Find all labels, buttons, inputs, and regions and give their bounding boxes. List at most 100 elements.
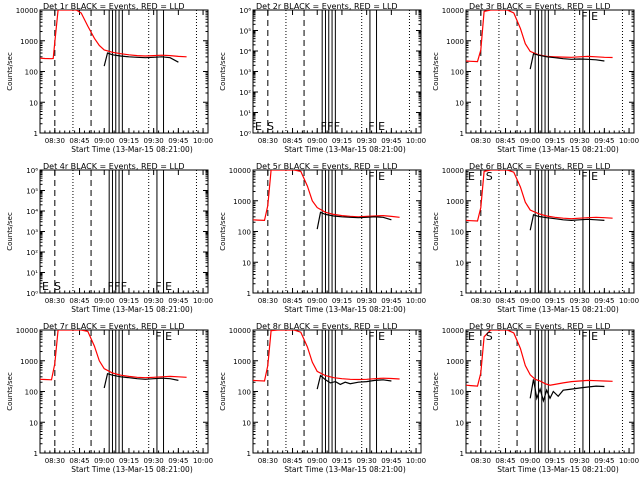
event-flag-label: E xyxy=(378,120,385,133)
y-axis-label: Counts/sec xyxy=(432,52,440,91)
chart-title: Det 5r BLACK = Events, RED = LLD xyxy=(256,162,398,171)
x-axis-label: Start Time (13-Mar-15 08:21:00) xyxy=(284,465,406,474)
lld-series-line xyxy=(40,10,187,60)
x-tick-label: 09:30 xyxy=(144,457,164,465)
y-tick-label: 1000 xyxy=(20,358,38,366)
x-tick-label: 09:30 xyxy=(357,137,377,145)
x-tick-label: 09:00 xyxy=(520,297,540,305)
x-axis-label: Start Time (13-Mar-15 08:21:00) xyxy=(71,465,193,474)
chart-title: Det 1r BLACK = Events, RED = LLD xyxy=(43,2,185,11)
y-axis-label: Counts/sec xyxy=(6,52,14,91)
y-tick-label: 100 xyxy=(25,69,38,77)
chart-title: Det 9r BLACK = Events, RED = LLD xyxy=(469,322,611,331)
x-tick-label: 08:45 xyxy=(69,137,89,145)
events-series-line xyxy=(316,374,392,390)
plot-frame xyxy=(465,169,635,294)
y-tick-label: 100 xyxy=(238,389,251,397)
y-tick-label: 1 xyxy=(34,450,38,458)
y-tick-label: 1000 xyxy=(446,358,464,366)
x-tick-label: 09:15 xyxy=(545,137,565,145)
y-tick-label: 10⁴ xyxy=(26,208,38,216)
events-series-line xyxy=(103,372,179,389)
y-axis-label: Counts/sec xyxy=(219,372,227,411)
event-flag-label: F xyxy=(368,120,374,133)
x-tick-label: 08:30 xyxy=(471,137,491,145)
x-tick-label: 09:15 xyxy=(119,457,139,465)
y-tick-label: 10¹ xyxy=(26,270,38,278)
y-tick-label: 1000 xyxy=(233,358,251,366)
event-flag-label: F xyxy=(327,120,333,133)
x-tick-label: 09:15 xyxy=(119,297,139,305)
event-flag-label: F xyxy=(108,280,114,293)
y-tick-label: 10⁰ xyxy=(26,290,38,298)
y-tick-label: 1 xyxy=(247,450,251,458)
plot-frame xyxy=(252,9,422,134)
event-flag-label: F xyxy=(581,10,587,23)
x-tick-label: 08:45 xyxy=(69,457,89,465)
x-tick-label: 08:45 xyxy=(495,297,515,305)
event-flag-label: F xyxy=(368,170,374,183)
x-tick-label: 08:30 xyxy=(258,137,278,145)
x-tick-label: 09:45 xyxy=(594,297,614,305)
x-tick-label: 09:45 xyxy=(594,457,614,465)
x-tick-label: 09:15 xyxy=(545,297,565,305)
event-flag-label: F xyxy=(155,280,161,293)
y-tick-label: 10000 xyxy=(442,7,464,15)
x-tick-label: 08:30 xyxy=(45,457,65,465)
y-tick-label: 10 xyxy=(455,99,464,107)
chart-panel: Det 1r BLACK = Events, RED = LLD 1 10 100 10… xyxy=(6,2,213,154)
chart-panel: Det 3r BLACK = Events, RED = LLD 1 10 100 10… xyxy=(432,2,639,154)
x-axis-label: Start Time (13-Mar-15 08:21:00) xyxy=(497,305,619,314)
x-tick-label: 08:30 xyxy=(45,137,65,145)
x-tick-label: 09:45 xyxy=(594,137,614,145)
x-tick-label: 09:30 xyxy=(570,457,590,465)
y-tick-label: 1 xyxy=(34,130,38,138)
y-tick-label: 10 xyxy=(29,419,38,427)
y-tick-label: 100 xyxy=(25,389,38,397)
event-flag-label: S xyxy=(267,120,274,133)
y-tick-label: 10000 xyxy=(229,167,251,175)
event-flag-label: E xyxy=(42,280,49,293)
y-tick-label: 10000 xyxy=(16,7,38,15)
x-tick-label: 08:45 xyxy=(495,137,515,145)
chart-title: Det 4r BLACK = Events, RED = LLD xyxy=(43,162,185,171)
chart-title: Det 7r BLACK = Events, RED = LLD xyxy=(43,322,185,331)
x-tick-label: 09:00 xyxy=(307,457,327,465)
x-tick-label: 09:15 xyxy=(332,457,352,465)
x-axis-label: Start Time (13-Mar-15 08:21:00) xyxy=(284,305,406,314)
lld-series-line xyxy=(466,10,613,63)
event-flag-label: S xyxy=(54,280,61,293)
event-flag-label: E xyxy=(591,170,598,183)
event-flag-label: E xyxy=(378,330,385,343)
y-tick-label: 1 xyxy=(247,290,251,298)
event-flag-label: F xyxy=(321,120,327,133)
x-tick-label: 09:45 xyxy=(381,297,401,305)
lld-series-line xyxy=(253,330,400,382)
y-axis-label: Counts/sec xyxy=(219,52,227,91)
y-tick-label: 10 xyxy=(29,99,38,107)
y-tick-label: 1000 xyxy=(233,198,251,206)
x-tick-label: 09:45 xyxy=(168,137,188,145)
lld-series-line xyxy=(466,330,613,387)
x-tick-label: 09:30 xyxy=(570,137,590,145)
x-tick-label: 08:30 xyxy=(471,297,491,305)
chart-panel: Det 5r BLACK = Events, RED = LLD 1 10 100 10… xyxy=(219,162,426,314)
event-flag-label: E xyxy=(378,170,385,183)
y-tick-label: 10³ xyxy=(239,69,251,77)
event-flag-label: E xyxy=(165,280,172,293)
y-tick-label: 1000 xyxy=(446,38,464,46)
x-tick-label: 10:00 xyxy=(406,457,426,465)
event-flag-label: S xyxy=(486,170,493,183)
y-axis-label: Counts/sec xyxy=(219,212,227,251)
y-tick-label: 10⁵ xyxy=(26,188,38,196)
y-tick-label: 1 xyxy=(460,290,464,298)
event-flag-label: E xyxy=(591,330,598,343)
y-axis-label: Counts/sec xyxy=(6,372,14,411)
x-tick-label: 09:30 xyxy=(357,457,377,465)
lld-series-line xyxy=(253,170,400,222)
plot-frame xyxy=(39,169,209,294)
y-tick-label: 10 xyxy=(455,419,464,427)
event-flag-label: F xyxy=(368,330,374,343)
x-tick-label: 10:00 xyxy=(619,137,639,145)
